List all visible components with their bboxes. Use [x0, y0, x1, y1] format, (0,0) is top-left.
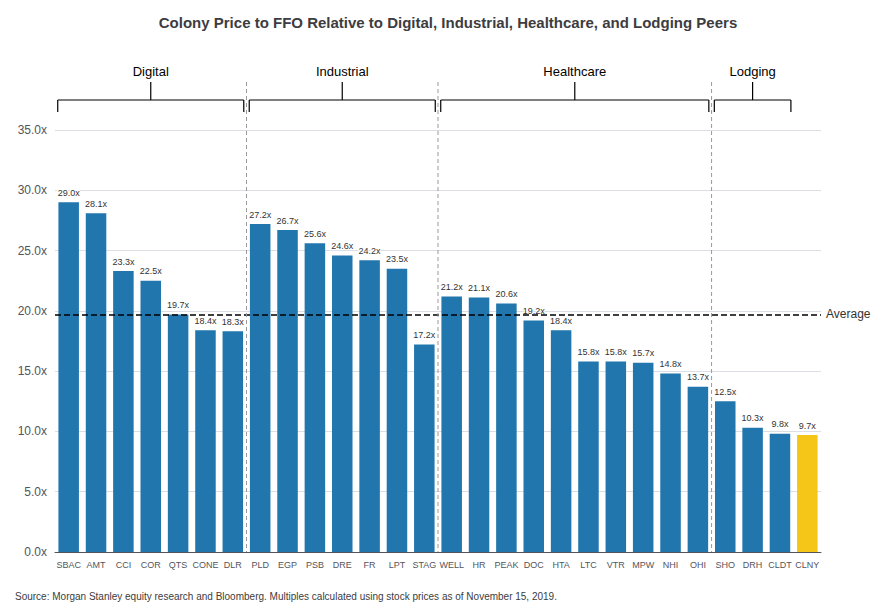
svg-text:Source: Morgan Stanley equity: Source: Morgan Stanley equity research a…	[15, 591, 557, 602]
svg-text:CLNY: CLNY	[795, 560, 819, 570]
svg-text:20.0x: 20.0x	[18, 304, 47, 318]
svg-text:LPT: LPT	[389, 560, 406, 570]
svg-text:18.3x: 18.3x	[222, 317, 245, 327]
svg-text:OHI: OHI	[690, 560, 706, 570]
svg-text:PSB: PSB	[306, 560, 324, 570]
svg-text:15.0x: 15.0x	[18, 364, 47, 378]
svg-text:AMT: AMT	[87, 560, 107, 570]
svg-text:5.0x: 5.0x	[24, 485, 47, 499]
svg-text:29.0x: 29.0x	[58, 188, 81, 198]
svg-text:EGP: EGP	[278, 560, 297, 570]
svg-text:Industrial: Industrial	[316, 64, 369, 79]
svg-text:12.5x: 12.5x	[714, 387, 737, 397]
svg-text:QTS: QTS	[169, 560, 188, 570]
svg-text:18.4x: 18.4x	[550, 316, 573, 326]
svg-text:LTC: LTC	[580, 560, 597, 570]
svg-text:Healthcare: Healthcare	[543, 64, 606, 79]
svg-text:30.0x: 30.0x	[18, 183, 47, 197]
svg-text:21.1x: 21.1x	[468, 283, 491, 293]
svg-text:18.4x: 18.4x	[194, 316, 217, 326]
svg-text:35.0x: 35.0x	[18, 123, 47, 137]
svg-text:CLDT: CLDT	[768, 560, 792, 570]
svg-text:DRH: DRH	[743, 560, 763, 570]
svg-text:10.3x: 10.3x	[742, 413, 765, 423]
svg-text:CCI: CCI	[116, 560, 132, 570]
svg-text:VTR: VTR	[607, 560, 626, 570]
svg-text:20.6x: 20.6x	[495, 289, 518, 299]
svg-text:Colony Price to FFO Relative t: Colony Price to FFO Relative to Digital,…	[159, 14, 737, 31]
svg-text:WELL: WELL	[439, 560, 464, 570]
svg-text:PEAK: PEAK	[494, 560, 518, 570]
svg-text:SBAC: SBAC	[56, 560, 81, 570]
svg-text:15.8x: 15.8x	[577, 347, 600, 357]
svg-text:0.0x: 0.0x	[24, 545, 47, 559]
svg-text:SHO: SHO	[715, 560, 735, 570]
svg-text:13.7x: 13.7x	[687, 372, 710, 382]
svg-text:MPW: MPW	[632, 560, 655, 570]
svg-text:Average: Average	[826, 307, 871, 321]
svg-text:Digital: Digital	[133, 64, 169, 79]
svg-text:22.5x: 22.5x	[140, 266, 163, 276]
svg-text:23.5x: 23.5x	[386, 254, 409, 264]
svg-text:27.2x: 27.2x	[249, 210, 272, 220]
svg-text:HTA: HTA	[552, 560, 569, 570]
svg-text:FR: FR	[364, 560, 376, 570]
svg-text:14.8x: 14.8x	[660, 359, 683, 369]
svg-text:10.0x: 10.0x	[18, 424, 47, 438]
svg-text:DLR: DLR	[224, 560, 243, 570]
svg-text:DRE: DRE	[333, 560, 352, 570]
svg-text:24.6x: 24.6x	[331, 241, 354, 251]
svg-text:28.1x: 28.1x	[85, 199, 108, 209]
svg-text:25.0x: 25.0x	[18, 244, 47, 258]
svg-text:PLD: PLD	[251, 560, 269, 570]
svg-text:25.6x: 25.6x	[304, 229, 327, 239]
svg-text:DOC: DOC	[524, 560, 545, 570]
svg-text:21.2x: 21.2x	[441, 282, 464, 292]
svg-text:24.2x: 24.2x	[359, 246, 382, 256]
svg-text:HR: HR	[473, 560, 486, 570]
svg-text:19.2x: 19.2x	[522, 306, 545, 316]
svg-text:26.7x: 26.7x	[277, 216, 300, 226]
svg-text:9.7x: 9.7x	[799, 421, 817, 431]
svg-text:19.7x: 19.7x	[167, 300, 190, 310]
svg-text:15.8x: 15.8x	[605, 347, 628, 357]
svg-text:NHI: NHI	[663, 560, 679, 570]
svg-text:9.8x: 9.8x	[771, 419, 789, 429]
svg-text:COR: COR	[141, 560, 162, 570]
svg-text:STAG: STAG	[412, 560, 436, 570]
svg-text:CONE: CONE	[192, 560, 218, 570]
svg-text:17.2x: 17.2x	[413, 330, 436, 340]
svg-text:Lodging: Lodging	[729, 64, 775, 79]
svg-text:23.3x: 23.3x	[112, 257, 135, 267]
svg-text:15.7x: 15.7x	[632, 348, 655, 358]
